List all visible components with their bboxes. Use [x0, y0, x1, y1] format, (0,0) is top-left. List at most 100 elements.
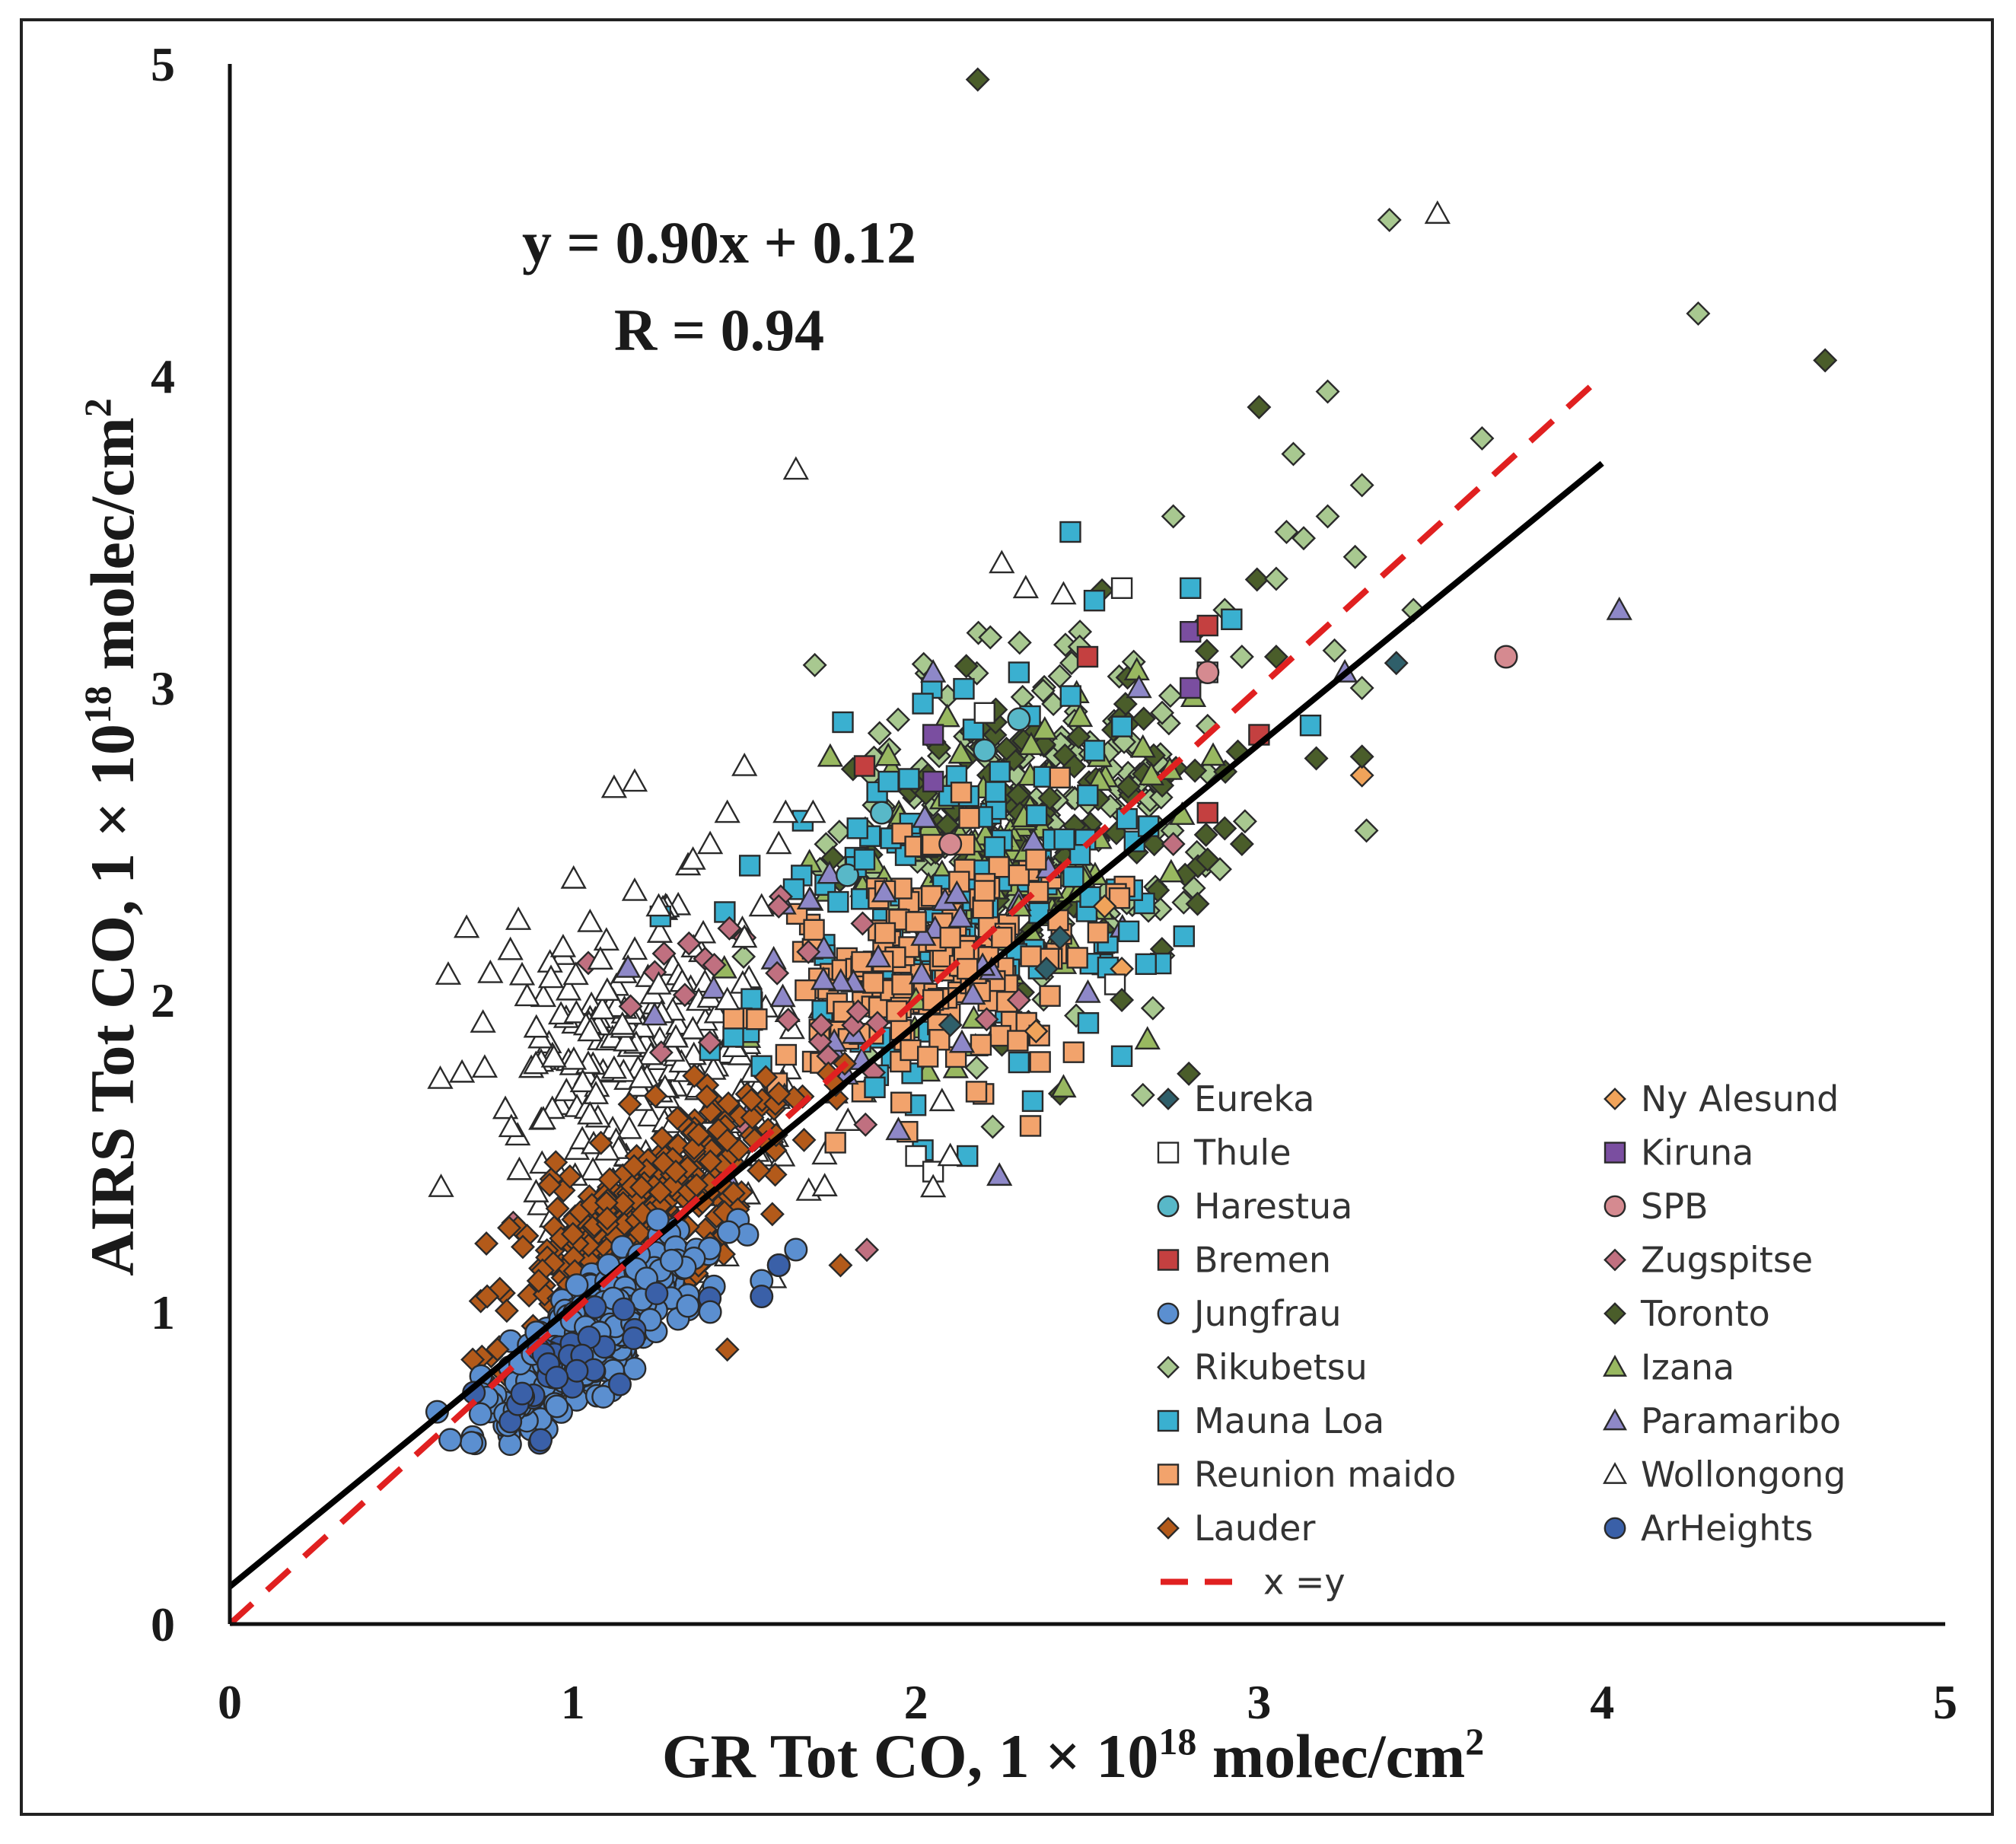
point-paramaribo — [871, 878, 898, 903]
point-mauna-loa — [1053, 828, 1075, 850]
point-zugspitse — [846, 999, 871, 1024]
point-jungfrau — [565, 1273, 589, 1298]
point-lauder — [537, 1172, 562, 1197]
point-wollongong — [628, 1064, 655, 1088]
point-toronto — [1194, 639, 1219, 664]
point-mauna-loa — [1008, 1051, 1030, 1074]
point-mauna-loa — [1110, 1045, 1133, 1068]
axes — [228, 64, 1945, 1626]
point-bremen — [1196, 614, 1218, 637]
point-wollongong — [537, 964, 565, 989]
point-wollongong — [471, 1054, 498, 1078]
point-lauder — [716, 1091, 741, 1116]
point-paramaribo — [642, 1002, 668, 1026]
point-eureka — [938, 1012, 963, 1037]
point-lauder — [684, 1173, 709, 1198]
legend-label-thule: Thule — [1193, 1132, 1291, 1174]
point-wollongong — [714, 799, 740, 823]
point-rikubetsu — [980, 1114, 1005, 1139]
point-harestua — [835, 863, 859, 887]
point-paramaribo — [1075, 979, 1101, 1003]
point-zugspitse — [697, 1030, 722, 1055]
point-mauna-loa — [1008, 661, 1030, 683]
point-jungfrau — [460, 1431, 484, 1455]
point-wollongong — [498, 1113, 524, 1138]
point-mauna-loa — [898, 768, 920, 790]
point-wollongong — [569, 1069, 596, 1093]
point-toronto — [1066, 725, 1091, 750]
point-lauder — [617, 1092, 642, 1117]
legend-label-harestua: Harestua — [1194, 1186, 1352, 1227]
point-reunion-maido — [1029, 1051, 1051, 1073]
point-rikubetsu — [1281, 441, 1306, 467]
legend-label-kiruna: Kiruna — [1641, 1132, 1753, 1174]
point-mauna-loa — [1150, 952, 1172, 975]
point-zugspitse — [853, 1112, 878, 1137]
point-mauna-loa — [953, 677, 975, 700]
point-mauna-loa — [1221, 608, 1243, 630]
point-mauna-loa — [1021, 1090, 1044, 1113]
point-rikubetsu — [1322, 638, 1347, 663]
point-paramaribo — [810, 966, 837, 990]
point-ny-alesund — [1349, 763, 1374, 788]
point-ny-alesund — [1092, 894, 1117, 919]
point-wollongong — [1424, 200, 1451, 225]
point-arheights — [750, 1284, 774, 1308]
point-wollongong — [560, 865, 587, 889]
point-toronto — [1177, 1061, 1202, 1086]
legend-marker-thule — [1157, 1142, 1180, 1164]
point-paramaribo — [885, 1116, 912, 1141]
point-rikubetsu — [1470, 426, 1495, 451]
point-wollongong — [697, 830, 724, 855]
point-ny-alesund — [1024, 1019, 1049, 1043]
point-wollongong — [616, 1115, 642, 1139]
legend-label-arheights: ArHeights — [1641, 1508, 1813, 1549]
point-thule — [905, 1145, 927, 1167]
point-lauder — [597, 1167, 623, 1192]
point-toronto — [994, 736, 1019, 761]
point-lauder — [629, 1175, 654, 1199]
point-wollongong — [690, 919, 717, 944]
identity-line — [228, 374, 1604, 1626]
point-toronto — [1304, 746, 1329, 771]
point-toronto — [965, 67, 990, 92]
point-rikubetsu — [911, 651, 936, 677]
point-zugspitse — [677, 931, 702, 956]
point-spb — [938, 832, 963, 856]
point-reunion-maido — [1062, 1041, 1085, 1063]
point-wollongong — [920, 1174, 947, 1198]
legend-marker-eureka — [1157, 1088, 1180, 1110]
regression-annotation: y = 0.90x + 0.12 R = 0.94 — [522, 209, 916, 363]
point-rikubetsu — [1315, 504, 1340, 529]
point-zugspitse — [651, 941, 677, 966]
point-wollongong — [523, 1179, 549, 1202]
legend-marker-paramaribo — [1603, 1408, 1627, 1431]
point-rikubetsu — [978, 625, 1003, 650]
point-reunion-maido — [891, 973, 913, 995]
point-zugspitse — [796, 939, 821, 964]
point-reunion-maido — [795, 979, 817, 1002]
point-wollongong — [1012, 575, 1039, 599]
point-wollongong — [731, 752, 758, 776]
y-axis-label: AIRS Tot CO, 1 × 1018 molec/cm2 — [76, 398, 147, 1276]
point-lauder — [740, 1105, 765, 1130]
point-reunion-maido — [1025, 849, 1047, 871]
legend-marker-zugspitse — [1604, 1248, 1626, 1272]
point-rikubetsu — [731, 944, 756, 969]
point-lauder — [526, 1269, 551, 1293]
point-lauder — [594, 1206, 619, 1231]
legend-marker-toronto — [1604, 1302, 1626, 1325]
point-rikubetsu — [867, 721, 892, 746]
point-toronto — [1212, 816, 1237, 841]
y-tick-label: 3 — [151, 661, 175, 715]
point-lauder — [694, 1084, 719, 1109]
point-wollongong — [577, 1018, 604, 1042]
point-izana — [817, 743, 844, 767]
legend-marker-rikubetsu — [1157, 1355, 1180, 1379]
legend-label-bremen: Bremen — [1194, 1240, 1331, 1281]
point-wollongong — [594, 977, 620, 1001]
point-mauna-loa — [722, 1026, 744, 1048]
point-lauder — [622, 1154, 647, 1179]
point-wollongong — [680, 1015, 706, 1040]
